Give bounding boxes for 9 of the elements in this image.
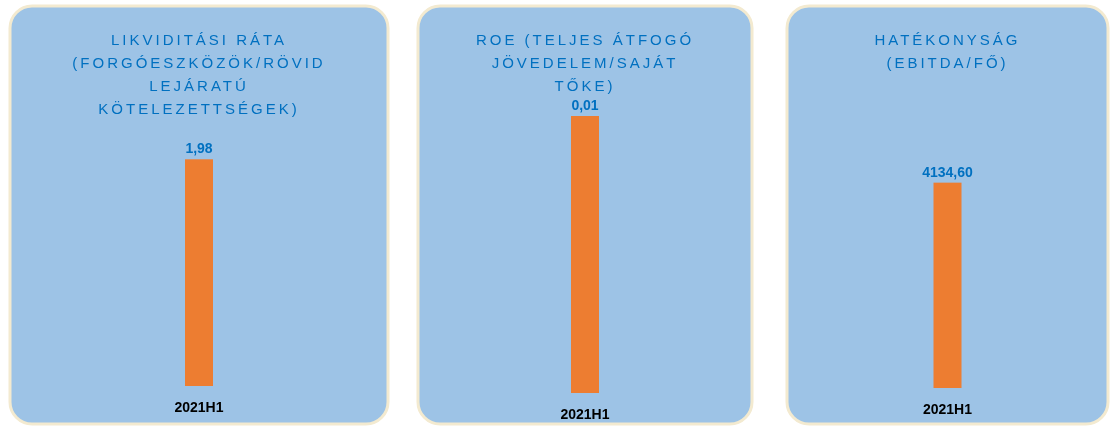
x-tick-label: 2021H1 (922, 401, 973, 417)
data-label: 1,98 (185, 140, 213, 157)
chart-title: HATÉKONYSÁG (EBITDA/FŐ) (874, 31, 1021, 71)
chart-title: ROE (TELJES ÁTFOGÓ JÖVEDELEM/SAJÁT TŐKE) (475, 31, 695, 94)
chart-title: LIKVIDITÁSI RÁTA (FORGÓESZKÖZÖK/RÖVID LEJÁRATÚ KÖTELEZETTSÉGEK) (72, 31, 326, 117)
x-tick-label: 2021H1 (174, 399, 224, 415)
data-label: 4134,60 (922, 163, 974, 180)
data-label: 0,01 (571, 97, 599, 113)
x-tick-label: 2021H1 (560, 406, 610, 422)
